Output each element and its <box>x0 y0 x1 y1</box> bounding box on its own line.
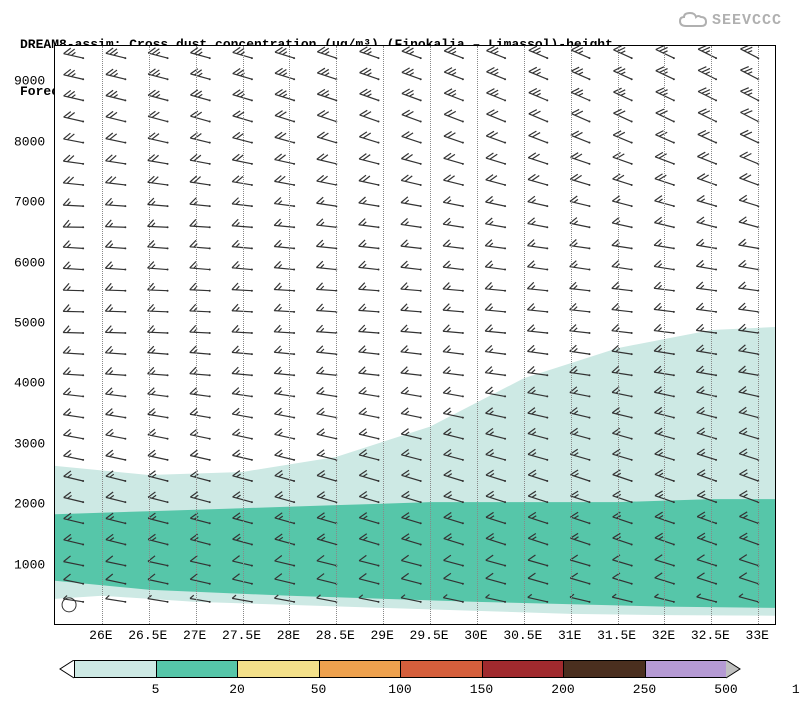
x-tick-label: 27.5E <box>222 628 261 643</box>
y-tick-label: 4000 <box>14 376 45 391</box>
y-tick-label: 3000 <box>14 436 45 451</box>
cloud-icon <box>678 10 708 30</box>
x-tick-label: 30.5E <box>503 628 542 643</box>
colorbar-label: 50 <box>311 682 327 697</box>
colorbar-label: 200 <box>551 682 574 697</box>
colorbar-label: 5 <box>152 682 160 697</box>
y-tick-label: 1000 <box>14 557 45 572</box>
colorbar-label: 20 <box>229 682 245 697</box>
x-tick-label: 31E <box>558 628 581 643</box>
colorbar-label: 1000 <box>792 682 800 697</box>
wind-barbs <box>55 46 776 625</box>
x-tick-label: 33E <box>746 628 769 643</box>
colorbar-label: 100 <box>388 682 411 697</box>
x-tick-label: 27E <box>183 628 206 643</box>
x-tick-label: 26E <box>89 628 112 643</box>
x-tick-label: 29E <box>370 628 393 643</box>
y-tick-label: 2000 <box>14 497 45 512</box>
x-tick-label: 28.5E <box>316 628 355 643</box>
seevccc-logo: SEEVCCC <box>678 10 782 30</box>
colorbar-label: 250 <box>633 682 656 697</box>
colorbar-label: 500 <box>714 682 737 697</box>
x-tick-label: 31.5E <box>597 628 636 643</box>
y-tick-label: 7000 <box>14 195 45 210</box>
y-tick-label: 9000 <box>14 74 45 89</box>
y-tick-label: 6000 <box>14 255 45 270</box>
x-tick-label: 28E <box>277 628 300 643</box>
y-tick-label: 8000 <box>14 134 45 149</box>
cross-section-plot <box>54 45 776 625</box>
x-tick-label: 26.5E <box>128 628 167 643</box>
logo-text: SEEVCCC <box>712 12 782 29</box>
colorbar-label: 150 <box>470 682 493 697</box>
x-tick-label: 32E <box>652 628 675 643</box>
x-tick-label: 30E <box>464 628 487 643</box>
y-tick-label: 5000 <box>14 315 45 330</box>
colorbar <box>60 660 740 678</box>
x-tick-label: 32.5E <box>691 628 730 643</box>
x-tick-label: 29.5E <box>410 628 449 643</box>
